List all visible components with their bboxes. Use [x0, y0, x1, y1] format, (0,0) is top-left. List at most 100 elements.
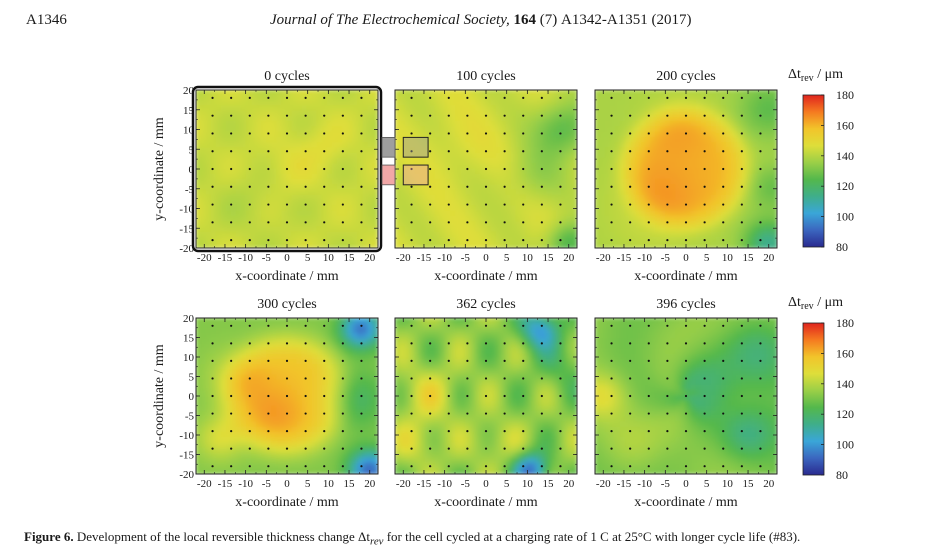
x-tick-label: 15 — [543, 478, 555, 490]
x-tick-label: -10 — [637, 478, 652, 490]
x-tick-label: 0 — [683, 252, 689, 264]
x-tick-label: 20 — [364, 252, 376, 264]
x-tick-label: 0 — [284, 478, 290, 490]
highlight-connector — [381, 136, 396, 158]
x-tick-label: -15 — [617, 252, 632, 264]
heatmap-panel: -20 -15 -10 -5 0 5 10 15 20 20 15 10 5 0 -5 -10 -15 -20 0 … — [152, 69, 383, 284]
panel-title: 362 cycles — [456, 297, 515, 312]
x-tick-label: 20 — [763, 478, 775, 490]
x-tick-label: 10 — [722, 252, 734, 264]
y-tick-label: 10 — [183, 352, 195, 364]
colorbar-tick-label: 140 — [836, 377, 854, 391]
x-tick-label: -5 — [461, 478, 471, 490]
colorbar-label: Δtrev / μm — [788, 295, 843, 312]
x-tick-label: -15 — [417, 252, 432, 264]
colorbar-tick-label: 100 — [836, 438, 854, 452]
x-tick-label: -20 — [396, 252, 411, 264]
colorbar-label: Δtrev / μm — [788, 67, 843, 84]
y-tick-label: -20 — [179, 469, 194, 481]
x-tick-label: -10 — [437, 252, 452, 264]
y-tick-label: 5 — [189, 372, 195, 384]
x-tick-label: 20 — [563, 478, 575, 490]
y-tick-label: -10 — [179, 204, 194, 216]
heatmap-cells — [196, 90, 378, 248]
highlight-connector — [381, 164, 396, 186]
x-tick-label: 15 — [344, 252, 356, 264]
colorbar-tick-label: 160 — [836, 346, 854, 360]
running-head: Journal of The Electrochemical Society, … — [270, 12, 692, 28]
panel-title: 200 cycles — [656, 69, 715, 84]
y-tick-label: 15 — [183, 105, 195, 117]
panel-title: 0 cycles — [264, 69, 309, 84]
x-tick-label: -10 — [437, 478, 452, 490]
heatmap-panel: -20 -15 -10 -5 0 5 10 15 20 396 cycles x-coordinat… — [594, 297, 778, 510]
heatmap-panel: -20 -15 -10 -5 0 5 10 15 20 20 15 10 5 0 -5 -10 -15 -20 30… — [152, 297, 379, 510]
x-tick-label: -5 — [461, 252, 471, 264]
x-tick-label: -5 — [262, 252, 272, 264]
x-tick-label: 10 — [522, 478, 534, 490]
y-tick-label: 5 — [189, 144, 195, 156]
highlight-region-box — [402, 136, 429, 158]
x-tick-label: 5 — [704, 252, 710, 264]
x-tick-label: 10 — [323, 252, 335, 264]
x-axis-label: x-coordinate / mm — [434, 269, 538, 284]
colorbar-tick-label: 80 — [836, 240, 848, 254]
y-tick-label: -5 — [185, 411, 195, 423]
y-tick-label: -20 — [179, 243, 194, 255]
x-tick-label: -10 — [637, 252, 652, 264]
heatmap-panel: -20 -15 -10 -5 0 5 10 15 20 200 cycles x-coordinat… — [594, 69, 778, 284]
x-tick-label: -5 — [661, 252, 671, 264]
colorbar-tick-label: 100 — [836, 210, 854, 224]
x-tick-label: 0 — [483, 252, 489, 264]
x-tick-label: -10 — [238, 478, 253, 490]
x-tick-label: 15 — [344, 478, 356, 490]
y-tick-label: -5 — [185, 184, 195, 196]
colorbar-gradient — [802, 322, 825, 476]
x-axis-label: x-coordinate / mm — [634, 495, 738, 510]
x-tick-label: 15 — [743, 478, 755, 490]
x-tick-label: 5 — [504, 252, 510, 264]
x-tick-label: 5 — [305, 478, 311, 490]
x-tick-label: 5 — [704, 478, 710, 490]
heatmap-cells — [196, 318, 378, 474]
colorbar-tick-label: 180 — [836, 316, 854, 330]
colorbar: 180 160 140 120 100 80 Δtrev / μm — [788, 295, 854, 482]
y-tick-label: 15 — [183, 333, 195, 345]
x-tick-label: 20 — [763, 252, 775, 264]
selected-panel-frame — [191, 85, 383, 253]
x-axis-label: x-coordinate / mm — [634, 269, 738, 284]
x-tick-label: -20 — [596, 478, 611, 490]
panel-title: 300 cycles — [257, 297, 316, 312]
y-tick-label: -15 — [179, 450, 194, 462]
x-tick-label: 10 — [722, 478, 734, 490]
y-tick-label: 0 — [189, 391, 195, 403]
x-tick-label: 10 — [323, 478, 335, 490]
x-tick-label: 20 — [563, 252, 575, 264]
y-tick-label: 10 — [183, 125, 195, 137]
measurement-points — [211, 96, 363, 242]
x-tick-label: -5 — [661, 478, 671, 490]
y-tick-label: 20 — [183, 313, 195, 325]
x-axis-label: x-coordinate / mm — [434, 495, 538, 510]
x-axis-label: x-coordinate / mm — [235, 269, 339, 284]
measurement-points — [410, 96, 562, 242]
x-tick-label: -15 — [417, 478, 432, 490]
y-tick-label: -10 — [179, 430, 194, 442]
x-tick-label: 5 — [305, 252, 311, 264]
x-tick-label: 10 — [522, 252, 534, 264]
heatmap-cells — [595, 318, 777, 474]
figure-caption: Figure 6. Development of the local rever… — [24, 529, 801, 548]
x-tick-label: 15 — [743, 252, 755, 264]
colorbar-tick-label: 160 — [836, 118, 854, 132]
heatmap-cells — [395, 318, 577, 474]
heatmap-panel: -20 -15 -10 -5 0 5 10 15 20 362 cycles x-coordinat… — [394, 297, 578, 510]
heatmap-panel: -20 -15 -10 -5 0 5 10 15 20 100 cycles x-coordinat… — [381, 69, 578, 284]
panel-title: 396 cycles — [656, 297, 715, 312]
x-tick-label: 0 — [284, 252, 290, 264]
colorbar-tick-label: 120 — [836, 179, 854, 193]
x-tick-label: 0 — [483, 478, 489, 490]
x-tick-label: 0 — [683, 478, 689, 490]
x-tick-label: 15 — [543, 252, 555, 264]
x-tick-label: -20 — [396, 478, 411, 490]
colorbar-tick-label: 120 — [836, 407, 854, 421]
